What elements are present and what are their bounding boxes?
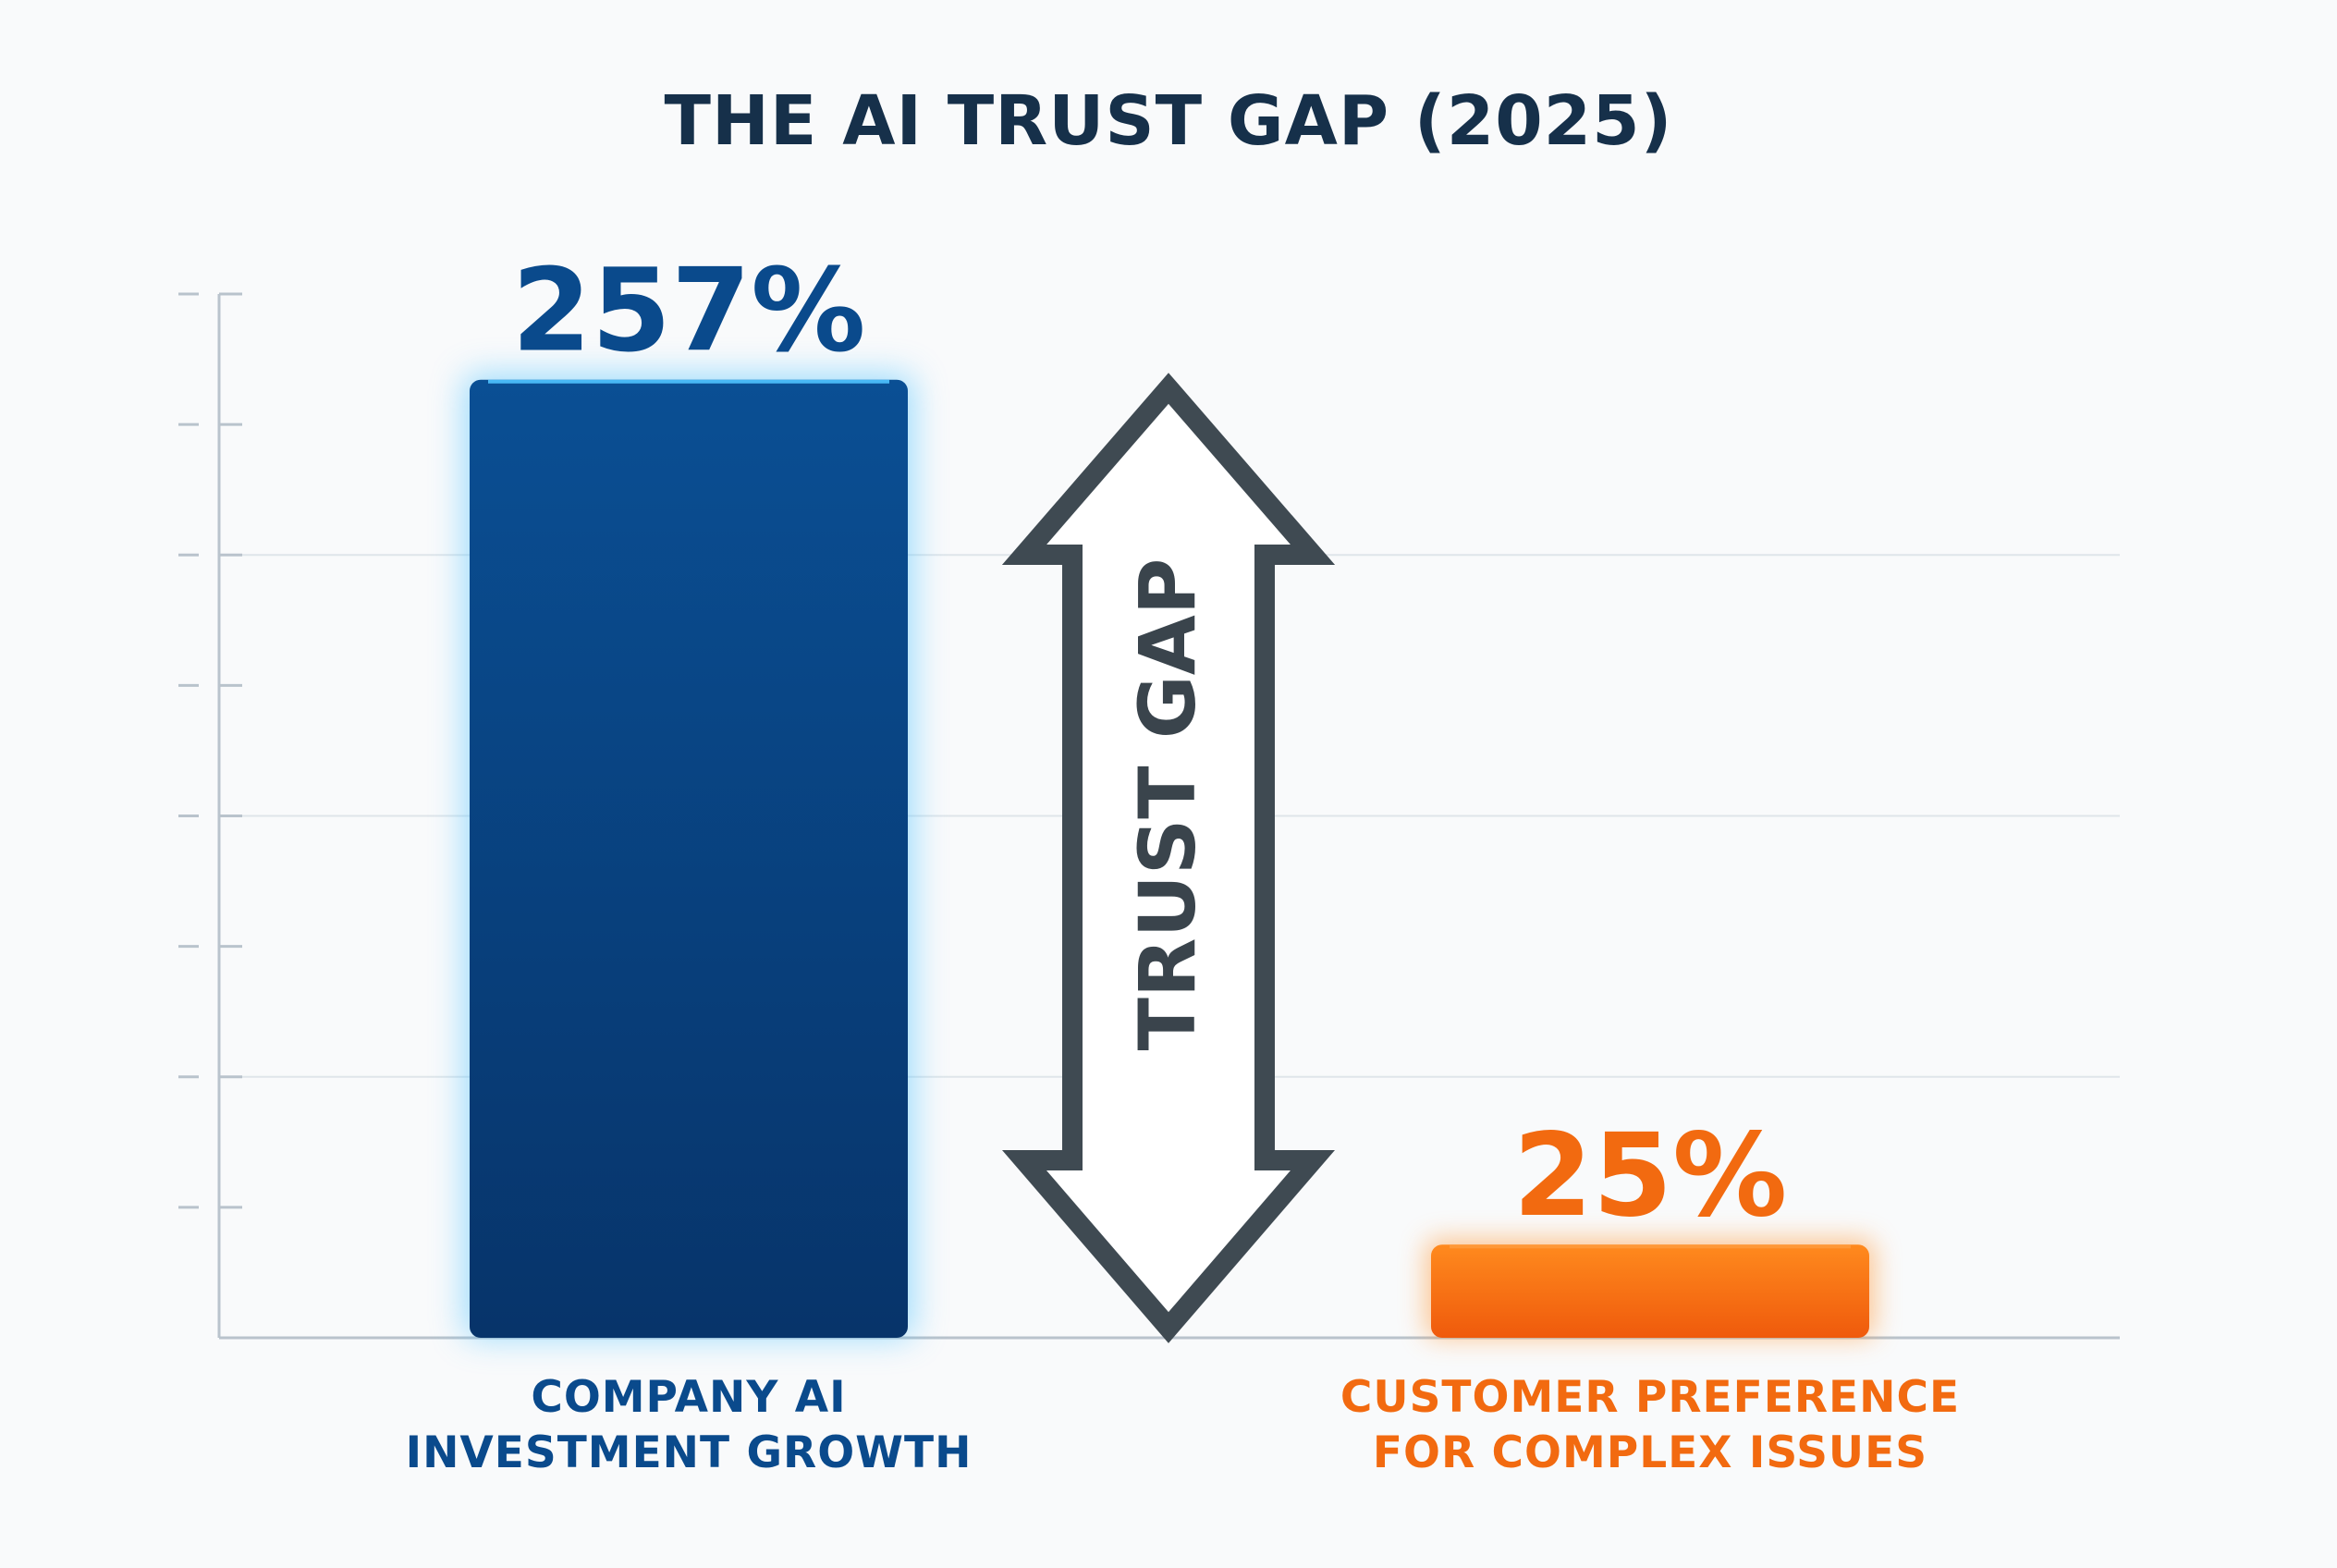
- category-label: COMPANY AI INVESTMENT GROWTH: [273, 1370, 1105, 1481]
- data-label: 25%: [1513, 1109, 1788, 1243]
- bar: [470, 379, 908, 1339]
- bar: [1431, 1244, 1869, 1338]
- category-label-line: CUSTOMER PREFERENCE: [1340, 1372, 1961, 1423]
- trust-gap-arrow-icon: TRUST GAP: [1001, 373, 1336, 1343]
- data-labels: 257% 25%: [511, 245, 1787, 1243]
- category-label-line: INVESTMENT GROWTH: [405, 1427, 973, 1478]
- data-label: 257%: [511, 245, 865, 378]
- chart-title: THE AI TRUST GAP (2025): [664, 81, 1673, 161]
- category-label-line: FOR COMPLEX ISSUES: [1372, 1427, 1928, 1478]
- category-label-line: COMPANY AI: [531, 1372, 847, 1423]
- bars: [464, 374, 1875, 1339]
- category-label: CUSTOMER PREFERENCE FOR COMPLEX ISSUES: [1234, 1370, 2066, 1481]
- trust-gap-label: TRUST GAP: [1122, 558, 1213, 1051]
